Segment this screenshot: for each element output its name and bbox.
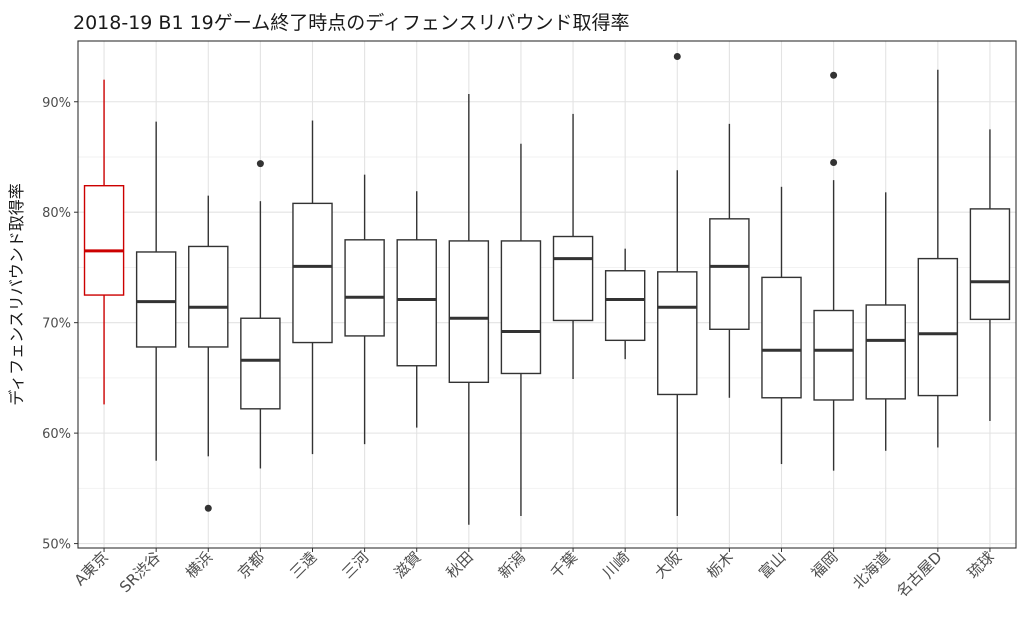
- x-tick-label: 福岡: [807, 548, 841, 582]
- box-京都: [240, 160, 281, 469]
- box-福岡: [813, 71, 854, 471]
- outlier-point: [256, 160, 264, 168]
- y-tick-label: 70%: [42, 317, 71, 332]
- box-富山: [761, 186, 802, 465]
- outlier-point: [673, 52, 681, 60]
- iqr-box: [709, 218, 750, 330]
- x-tick-label: 大阪: [651, 548, 685, 582]
- iqr-box: [917, 257, 959, 397]
- y-tick-label: 80%: [42, 206, 71, 221]
- x-tick-label: 栃木: [703, 548, 737, 582]
- x-tick-label: 三河: [338, 548, 372, 582]
- box-滋賀: [396, 191, 437, 428]
- panel-border: [77, 40, 1017, 549]
- iqr-box: [604, 270, 646, 342]
- box-横浜: [188, 195, 229, 512]
- box-三遠: [292, 120, 333, 455]
- box-琉球: [969, 129, 1011, 421]
- iqr-box: [188, 245, 229, 348]
- outlier-point: [204, 504, 212, 512]
- x-tick-label: 滋賀: [391, 548, 425, 582]
- x-tick-label: 京都: [234, 548, 268, 582]
- x-tick-label: 富山: [755, 548, 789, 582]
- iqr-box: [448, 240, 490, 384]
- outlier-point: [830, 159, 838, 167]
- iqr-box: [813, 309, 854, 401]
- x-tick-label: 琉球: [964, 548, 998, 582]
- iqr-box: [240, 317, 281, 410]
- x-tick-label: 名古屋D: [893, 548, 946, 601]
- box-名古屋D: [917, 69, 959, 448]
- iqr-box: [83, 184, 125, 296]
- box-新潟: [500, 143, 542, 516]
- x-tick-label: 秋田: [443, 548, 477, 582]
- box-大阪: [657, 52, 698, 516]
- iqr-box: [135, 251, 177, 348]
- x-tick-label: 新潟: [495, 548, 529, 582]
- y-tick-label: 50%: [42, 538, 71, 553]
- iqr-box: [761, 276, 802, 399]
- x-tick-label: 千葉: [547, 548, 581, 582]
- box-川崎: [604, 248, 646, 360]
- x-tick-label: SR渋谷: [116, 548, 164, 596]
- box-三河: [344, 174, 385, 445]
- box-栃木: [709, 123, 750, 398]
- y-tick-label: 90%: [42, 96, 71, 111]
- x-tick-label: 川崎: [599, 548, 633, 582]
- iqr-box: [552, 235, 594, 322]
- x-tick-label: 三遠: [286, 548, 320, 582]
- box-千葉: [552, 113, 594, 379]
- iqr-box: [657, 271, 698, 396]
- chart-title: 2018-19 B1 19ゲーム終了時点のディフェンスリバウンド取得率: [73, 12, 630, 34]
- iqr-box: [344, 239, 385, 337]
- x-tick-label: A東京: [71, 548, 112, 589]
- box-A東京: [83, 79, 125, 405]
- iqr-box: [969, 208, 1011, 321]
- box-北海道: [865, 192, 906, 451]
- x-tick-label: 北海道: [849, 548, 894, 593]
- iqr-box: [865, 304, 906, 400]
- outlier-point: [830, 71, 838, 79]
- box-SR渋谷: [135, 121, 177, 461]
- iqr-box: [292, 202, 333, 344]
- x-tick-label: 横浜: [182, 548, 216, 582]
- y-axis-title: ディフェンスリバウンド取得率: [7, 183, 26, 406]
- y-tick-label: 60%: [42, 427, 71, 442]
- iqr-box: [396, 239, 437, 367]
- box-秋田: [448, 94, 490, 525]
- iqr-box: [500, 240, 542, 375]
